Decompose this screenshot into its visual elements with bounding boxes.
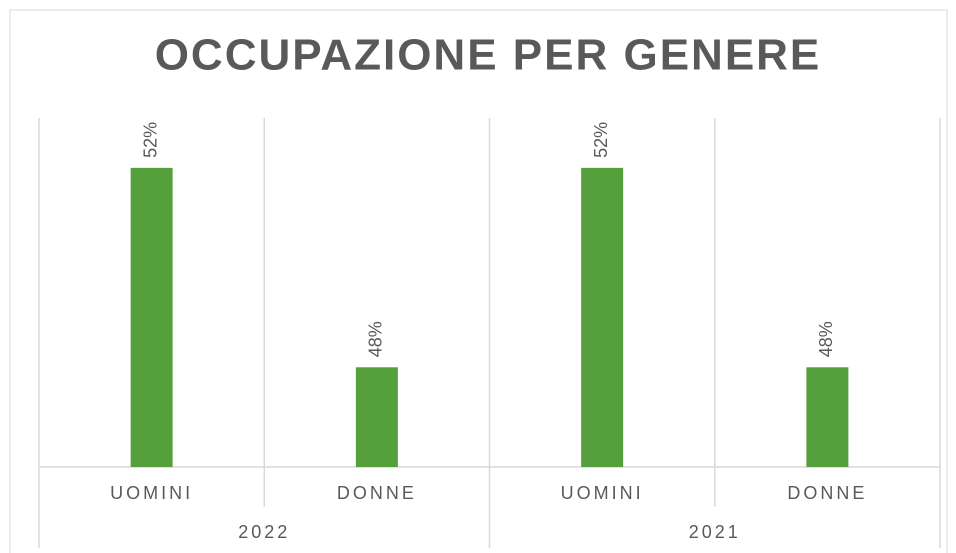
x-tick-label: DONNE xyxy=(337,483,417,503)
data-label: 52% xyxy=(140,122,160,158)
x-tick-label: UOMINI xyxy=(561,483,644,503)
data-label: 52% xyxy=(591,122,611,158)
data-label: 48% xyxy=(816,321,836,357)
data-label: 48% xyxy=(366,321,386,357)
bar xyxy=(581,167,624,467)
group-label: 2021 xyxy=(689,522,741,542)
chart-title: OCCUPAZIONE PER GENERE xyxy=(155,31,822,80)
bar xyxy=(806,367,849,467)
bar xyxy=(130,167,173,467)
bar xyxy=(355,367,398,467)
group-label: 2022 xyxy=(238,522,290,542)
x-tick-label: UOMINI xyxy=(110,483,193,503)
x-tick-label: DONNE xyxy=(787,483,867,503)
